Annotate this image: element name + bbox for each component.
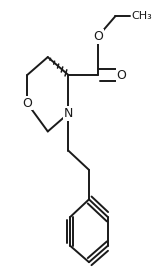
Text: N: N <box>64 107 73 120</box>
Text: O: O <box>93 30 103 43</box>
Text: O: O <box>22 97 32 110</box>
Text: O: O <box>116 69 126 81</box>
Text: CH₃: CH₃ <box>132 11 152 21</box>
